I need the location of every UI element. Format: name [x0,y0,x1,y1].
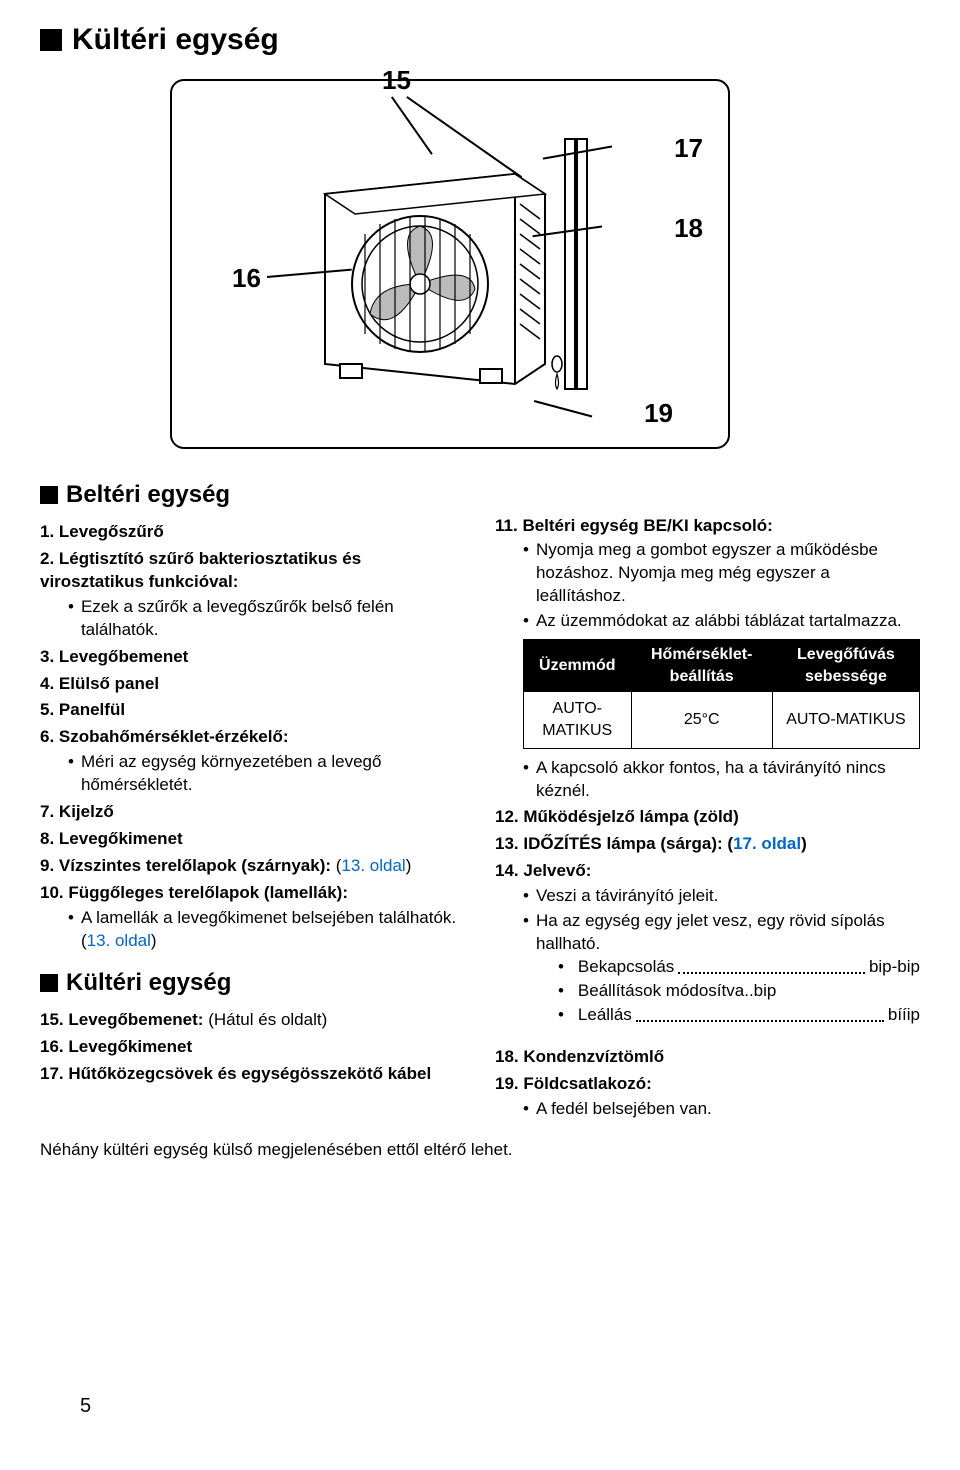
square-bullet-icon [40,29,62,51]
sub-list: Nyomja meg a gombot egyszer a működésbe … [495,539,920,633]
mode-table: Üzemmód Hőmérséklet-beállítás Levegőfúvá… [523,639,920,748]
list-item: 18. Kondenzvíztömlő [495,1046,920,1069]
callout-15: 15 [382,63,411,98]
beep-list: Bekapcsolás bip-bipBeállítások módosítva … [536,956,920,1027]
main-title: Kültéri egység [40,20,920,61]
left-column: Beltéri egység 1. Levegőszűrő 2. Légtisz… [40,479,465,1125]
beep-value: bip [754,980,777,1003]
sub-list: Veszi a távirányító jeleit. Ha az egység… [495,885,920,1028]
beep-label: Leállás [578,1004,632,1027]
sub-list: Ezek a szűrők a levegőszűrők belső felén… [40,596,465,642]
sub-item: A kapcsoló akkor fontos, ha a távirányít… [523,757,920,803]
indoor-heading-text: Beltéri egység [66,479,230,511]
content-columns: Beltéri egység 1. Levegőszűrő 2. Légtisz… [40,479,920,1125]
list-item: 1. Levegőszűrő [40,521,465,544]
list-item: 2. Légtisztító szűrő bakteriosztatikus é… [40,548,465,642]
sub-item: Ezek a szűrők a levegőszűrők belső felén… [68,596,465,642]
beep-item: Bekapcsolás bip-bip [558,956,920,979]
page-ref-link[interactable]: 13. oldal [341,856,405,875]
callout-17: 17 [674,131,703,166]
sub-list: A lamellák a levegőkimenet belsejében ta… [40,907,465,953]
leader-line [534,400,592,417]
list-item: 19. Földcsatlakozó: A fedél belsejében v… [495,1073,920,1121]
sub-item: Veszi a távirányító jeleit. [523,885,920,908]
list-item: 13. IDŐZÍTÉS lámpa (sárga): (17. oldal) [495,833,920,856]
outdoor-unit-svg [285,134,615,394]
sub-item: A lamellák a levegőkimenet belsejében ta… [68,907,465,953]
callout-16: 16 [232,261,261,296]
mode-table-wrap: Üzemmód Hőmérséklet-beállítás Levegőfúvá… [523,639,920,748]
beep-value: bííip [888,1004,920,1027]
square-bullet-icon [40,974,58,992]
page-number: 5 [80,1393,91,1420]
right-list: 11. Beltéri egység BE/KI kapcsoló: Nyomj… [495,515,920,1121]
callout-18: 18 [674,211,703,246]
list-item: 7. Kijelző [40,801,465,824]
list-item: 8. Levegőkimenet [40,828,465,851]
callout-19: 19 [644,396,673,431]
sub-list: A fedél belsejében van. [495,1098,920,1121]
sub-item: Az üzemmódokat az alábbi táblázat tartal… [523,610,920,633]
beep-label: Beállítások módosítva [578,980,744,1003]
list-item: 16. Levegőkimenet [40,1036,465,1059]
indoor-heading: Beltéri egység [40,479,465,511]
list-item: 4. Elülső panel [40,673,465,696]
sub-list: A kapcsoló akkor fontos, ha a távirányít… [495,757,920,803]
table-cell: AUTO-MATIKUS [772,692,919,748]
table-cell: 25°C [631,692,772,748]
beep-label: Bekapcsolás [578,956,674,979]
outdoor-heading-2: Kültéri egység [40,967,465,999]
outdoor-heading-text: Kültéri egység [66,967,231,999]
table-header: Levegőfúvás sebessége [772,640,919,692]
table-cell: AUTO-MATIKUS [524,692,632,748]
list-item: 15. Levegőbemenet: (Hátul és oldalt) [40,1009,465,1032]
list-item: 12. Működésjelző lámpa (zöld) [495,806,920,829]
list-item: 3. Levegőbemenet [40,646,465,669]
footnote: Néhány kültéri egység külső megjelenéséb… [40,1139,920,1162]
list-item: 11. Beltéri egység BE/KI kapcsoló: Nyomj… [495,515,920,803]
beep-value: bip-bip [869,956,920,979]
list-item: 6. Szobahőmérséklet-érzékelő: Méri az eg… [40,726,465,797]
list-item: 5. Panelfül [40,699,465,722]
table-header: Hőmérséklet-beállítás [631,640,772,692]
list-item: 14. Jelvevő: Veszi a távirányító jeleit.… [495,860,920,1028]
square-bullet-icon [40,486,58,504]
sub-item: Ha az egység egy jelet vesz, egy rövid s… [523,910,920,1028]
outdoor-list: 15. Levegőbemenet: (Hátul és oldalt) 16.… [40,1009,465,1086]
right-column: 11. Beltéri egység BE/KI kapcsoló: Nyomj… [495,479,920,1125]
beep-item: Beállítások módosítva .. bip [558,980,920,1003]
list-item: 17. Hűtőközegcsövek és egységösszekötő k… [40,1063,465,1086]
page-ref-link[interactable]: 17. oldal [733,834,801,853]
sub-item: A fedél belsejében van. [523,1098,920,1121]
indoor-list: 1. Levegőszűrő 2. Légtisztító szűrő bakt… [40,521,465,953]
table-row: AUTO-MATIKUS 25°C AUTO-MATIKUS [524,692,920,748]
outdoor-unit-diagram: 15 16 17 18 19 [170,79,730,449]
list-item: 9. Vízszintes terelőlapok (szárnyak): (1… [40,855,465,878]
sub-list: Méri az egység környezetében a levegő hő… [40,751,465,797]
table-header: Üzemmód [524,640,632,692]
sub-item: Méri az egység környezetében a levegő hő… [68,751,465,797]
beep-item: Leállás bííip [558,1004,920,1027]
list-item: 10. Függőleges terelőlapok (lamellák): A… [40,882,465,953]
page-ref-link[interactable]: 13. oldal [87,931,151,950]
sub-item: Nyomja meg a gombot egyszer a működésbe … [523,539,920,608]
title-text: Kültéri egység [72,20,279,61]
